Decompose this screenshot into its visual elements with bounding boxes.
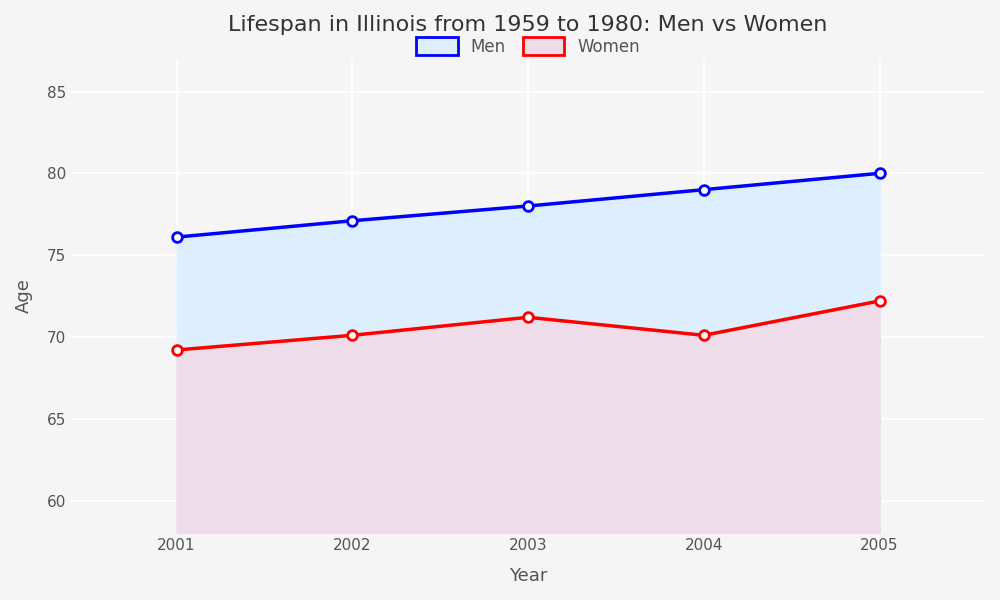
Title: Lifespan in Illinois from 1959 to 1980: Men vs Women: Lifespan in Illinois from 1959 to 1980: … (228, 15, 828, 35)
Y-axis label: Age: Age (15, 278, 33, 313)
X-axis label: Year: Year (509, 567, 547, 585)
Legend: Men, Women: Men, Women (408, 29, 649, 64)
